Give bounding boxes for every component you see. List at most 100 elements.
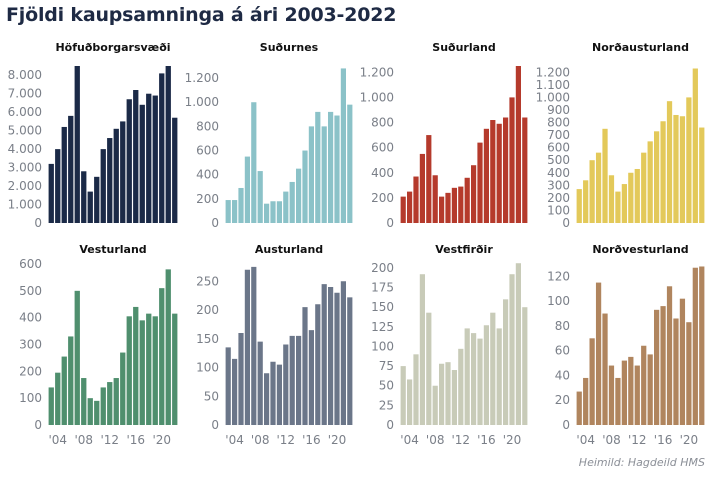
chart-1-bar bbox=[61, 126, 67, 223]
chart-6-bar bbox=[328, 287, 334, 425]
chart-3-bar bbox=[496, 123, 502, 223]
chart-7-y-tick-label: 200 bbox=[371, 261, 394, 275]
chart-1-y-tick-label: 1.000 bbox=[8, 198, 42, 212]
chart-5-bar bbox=[146, 313, 152, 425]
chart-6-bar bbox=[238, 333, 244, 425]
chart-5-bar bbox=[165, 269, 171, 425]
chart-7-bar bbox=[464, 328, 470, 425]
chart-6-x-tick-label: '16 bbox=[302, 433, 321, 447]
chart-7-y-tick-label: 75 bbox=[379, 359, 394, 373]
chart-6-bar bbox=[321, 284, 327, 426]
chart-2-bar bbox=[276, 201, 282, 223]
chart-3-y-tick-label: 0 bbox=[386, 216, 394, 230]
chart-2-y-tick-label: 200 bbox=[196, 192, 219, 206]
chart-2-bar bbox=[225, 200, 231, 223]
chart-7-bar bbox=[439, 363, 445, 425]
chart-7-y-tick-label: 150 bbox=[371, 300, 394, 314]
chart-8-bar bbox=[692, 267, 698, 425]
chart-6-bar bbox=[296, 335, 302, 426]
chart-5-bar bbox=[68, 336, 74, 425]
chart-3-bar bbox=[419, 153, 425, 223]
chart-4-title: Norðausturland bbox=[592, 41, 689, 54]
chart-7-bar bbox=[432, 385, 438, 425]
chart-6-bar bbox=[232, 358, 238, 426]
chart-4-bar bbox=[673, 114, 679, 223]
chart-5-bar bbox=[48, 387, 54, 425]
chart-1-title: Höfuðborgarsvæði bbox=[55, 41, 170, 54]
chart-3-bar bbox=[432, 175, 438, 223]
chart-4-bar bbox=[615, 191, 621, 223]
chart-4-y-tick-label: 200 bbox=[547, 191, 570, 205]
chart-1-bar bbox=[159, 73, 165, 223]
chart-4-y-tick-label: 400 bbox=[547, 166, 570, 180]
chart-7-bar bbox=[451, 370, 457, 425]
chart-6-bar bbox=[308, 330, 314, 426]
chart-2-bar bbox=[289, 181, 295, 223]
chart-5-bar bbox=[172, 313, 178, 425]
chart-8-x-tick-label: '04 bbox=[576, 433, 595, 447]
chart-2-y-tick-label: 0 bbox=[211, 216, 219, 230]
chart-6-bar bbox=[315, 304, 321, 425]
chart-6-bar bbox=[264, 373, 270, 425]
chart-8-x-tick-label: '16 bbox=[654, 433, 673, 447]
chart-2-bar bbox=[340, 68, 346, 223]
chart-7-bar bbox=[471, 333, 477, 425]
chart-7-bar bbox=[503, 299, 509, 425]
chart-4-y-tick-label: 600 bbox=[547, 141, 570, 155]
chart-3-bar bbox=[471, 165, 477, 223]
chart-3-bar bbox=[515, 66, 521, 223]
chart-3-y-tick-label: 200 bbox=[371, 191, 394, 205]
chart-8-y-tick-label: 40 bbox=[555, 368, 570, 382]
chart-2-bar bbox=[238, 187, 244, 223]
chart-7-y-tick-label: 100 bbox=[371, 339, 394, 353]
chart-4-y-tick-label: 900 bbox=[547, 103, 570, 117]
chart-4-bar bbox=[589, 160, 595, 223]
chart-8-bar bbox=[615, 377, 621, 425]
chart-8-x-tick-label: '20 bbox=[680, 433, 699, 447]
chart-8-bar bbox=[602, 313, 608, 425]
chart-4-y-tick-label: 500 bbox=[547, 153, 570, 167]
chart-1-y-tick-label: 6.000 bbox=[8, 105, 42, 119]
chart-5-x-tick-label: '04 bbox=[48, 433, 67, 447]
chart-7-bar bbox=[419, 274, 425, 425]
chart-3-bar bbox=[503, 117, 509, 223]
chart-5-bar bbox=[74, 290, 80, 425]
chart-2-bar bbox=[347, 104, 353, 223]
chart-7-x-tick-label: '16 bbox=[477, 433, 496, 447]
chart-8-y-tick-label: 0 bbox=[562, 418, 570, 432]
chart-5-bar bbox=[107, 382, 113, 425]
chart-4-bar bbox=[647, 141, 653, 223]
chart-3-y-tick-label: 800 bbox=[371, 116, 394, 130]
chart-7-bar bbox=[490, 312, 496, 425]
chart-6-bar bbox=[347, 297, 353, 425]
chart-7-bar bbox=[458, 348, 464, 425]
chart-4-bar bbox=[654, 131, 660, 223]
chart-3-y-tick-label: 1.000 bbox=[360, 90, 394, 104]
chart-4-y-tick-label: 1.200 bbox=[536, 65, 570, 79]
chart-3-bar bbox=[477, 142, 483, 223]
chart-1-bar bbox=[152, 95, 158, 223]
chart-8-bar bbox=[666, 286, 673, 425]
chart-3-bar bbox=[490, 120, 496, 223]
chart-7-bar bbox=[496, 328, 502, 425]
chart-6-bar bbox=[244, 269, 250, 425]
chart-7-bar bbox=[407, 379, 413, 425]
chart-1-bar bbox=[87, 191, 93, 223]
chart-8-x-tick-label: '12 bbox=[628, 433, 647, 447]
chart-8-bar bbox=[576, 391, 582, 425]
chart-6-y-tick-label: 200 bbox=[196, 303, 219, 317]
chart-1-bar bbox=[165, 66, 171, 223]
chart-3-bar bbox=[509, 97, 515, 223]
chart-4-bar bbox=[641, 152, 647, 223]
chart-3-bar bbox=[400, 196, 406, 223]
chart-6-y-tick-label: 150 bbox=[196, 332, 219, 346]
chart-2-bar bbox=[328, 111, 334, 223]
chart-6-bar bbox=[289, 335, 295, 426]
chart-6-x-tick-label: '08 bbox=[251, 433, 270, 447]
chart-3-bar bbox=[445, 192, 451, 223]
chart-7-bar bbox=[426, 312, 432, 425]
chart-7-y-tick-label: 0 bbox=[386, 418, 394, 432]
chart-3-bar bbox=[413, 176, 419, 223]
chart-3-y-tick-label: 1.200 bbox=[360, 65, 394, 79]
chart-8-bar bbox=[628, 356, 634, 425]
